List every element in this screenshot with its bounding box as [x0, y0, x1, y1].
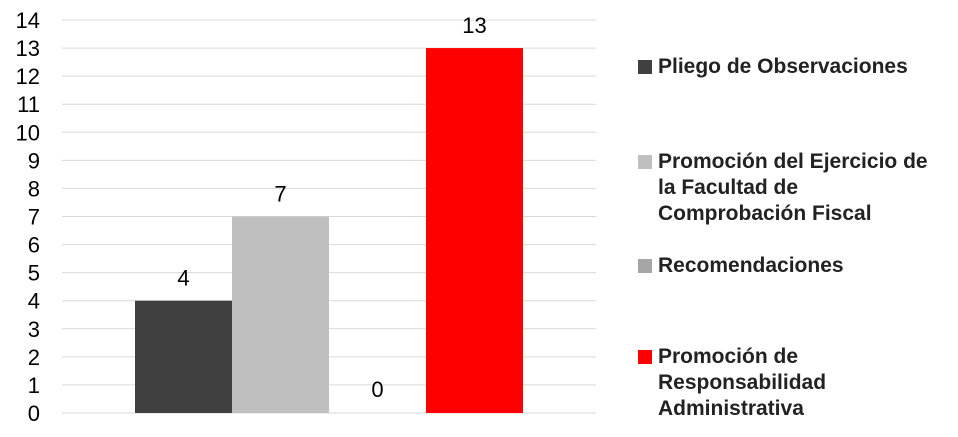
legend-swatch	[638, 350, 652, 364]
y-tick-label: 3	[28, 317, 40, 342]
legend-label: Promoción del Ejercicio de la Facultad d…	[658, 150, 928, 225]
data-label: 13	[462, 13, 486, 38]
legend-label: Promoción de Responsabilidad Administrat…	[658, 345, 827, 420]
y-tick-label: 4	[28, 289, 40, 314]
data-label: 4	[177, 266, 189, 291]
data-labels: 4 7 0 13	[177, 13, 486, 402]
data-label: 7	[274, 182, 286, 207]
legend: Pliego de Observaciones Promoción del Ej…	[638, 0, 956, 437]
y-tick-label: 11	[17, 92, 40, 117]
y-tick-label: 8	[28, 176, 40, 201]
y-tick-label: 2	[28, 345, 40, 370]
bar	[135, 300, 232, 413]
legend-swatch	[638, 60, 652, 74]
legend-item-promocion-ejercicio: Promoción del Ejercicio de la Facultad d…	[638, 149, 950, 227]
legend-item-promocion-responsabilidad: Promoción de Responsabilidad Administrat…	[638, 344, 950, 422]
legend-item-recomendaciones: Recomendaciones	[638, 253, 950, 279]
y-tick-label: 13	[16, 36, 40, 61]
y-tick-label: 9	[28, 148, 40, 173]
legend-item-pliego: Pliego de Observaciones	[638, 54, 950, 80]
legend-swatch	[638, 259, 652, 273]
y-tick-label: 12	[16, 64, 40, 89]
y-tick-label: 1	[28, 373, 40, 398]
y-tick-label: 14	[16, 8, 40, 33]
y-tick-label: 5	[28, 261, 40, 286]
y-tick-label: 7	[28, 205, 40, 230]
legend-label: Pliego de Observaciones	[658, 55, 908, 78]
bar	[232, 216, 329, 413]
legend-label: Recomendaciones	[658, 254, 844, 277]
data-label: 0	[371, 377, 383, 402]
bar	[426, 48, 523, 413]
y-tick-label: 10	[16, 120, 40, 145]
y-tick-label: 6	[28, 233, 40, 258]
bars	[135, 48, 523, 413]
y-tick-label: 0	[28, 401, 40, 426]
legend-swatch	[638, 155, 652, 169]
